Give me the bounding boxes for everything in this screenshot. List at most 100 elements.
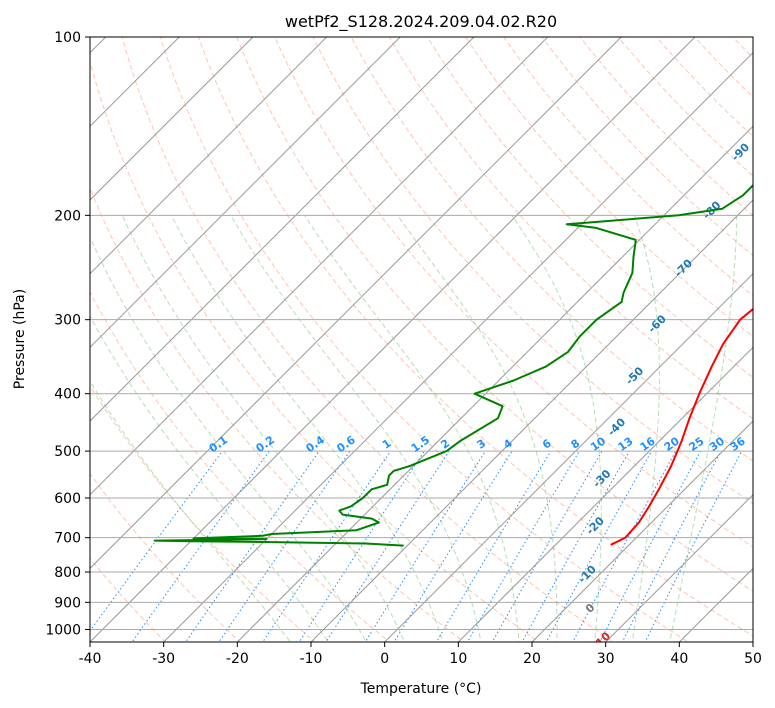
isotherm-line	[604, 493, 753, 642]
y-tick-label: 200	[54, 208, 81, 224]
dry-adiabat-line	[426, 37, 753, 378]
isotherm-line	[162, 51, 753, 642]
dry-adiabat-label: -60	[646, 312, 669, 335]
y-axis-label: Pressure (hPa)	[12, 289, 28, 389]
isotherm-line	[90, 37, 549, 496]
y-tick-label: 100	[54, 30, 81, 46]
isotherm-line	[90, 37, 696, 642]
y-tick-label: 700	[54, 531, 81, 547]
dry-adiabat-label: 10	[593, 629, 613, 649]
dry-adiabat-line	[121, 37, 615, 642]
mixing-ratio-line	[298, 450, 425, 642]
mixing-ratio-label: 3	[475, 437, 489, 452]
x-tick-label: -20	[226, 651, 249, 667]
dry-adiabat-line	[465, 37, 753, 337]
isotherm-line	[678, 567, 753, 642]
dry-adiabat-label: -30	[590, 467, 613, 490]
y-tick-label: 600	[54, 491, 81, 507]
sounding-traces	[153, 183, 753, 547]
dry-adiabat-line	[90, 384, 316, 642]
dry-adiabat-label: -20	[584, 514, 607, 537]
dry-adiabat-line	[90, 59, 540, 642]
mixing-ratio-line	[644, 450, 743, 642]
dry-adiabat-line	[198, 37, 753, 637]
x-tick-label: 0	[380, 651, 389, 667]
mixing-ratio-line	[364, 450, 486, 642]
moist-adiabat-line	[631, 215, 660, 642]
mixing-ratio-label: 0.4	[304, 433, 328, 455]
dry-adiabat-line	[90, 472, 241, 642]
dry-adiabat-label: 30	[621, 690, 641, 708]
mixing-ratio-line	[393, 450, 513, 642]
x-tick-label: -30	[152, 651, 175, 667]
y-tick-label: 800	[54, 565, 81, 581]
moist-adiabat-line	[170, 215, 444, 642]
dry-adiabat-line	[90, 186, 465, 642]
dry-adiabat-line	[732, 37, 753, 59]
temperature-trace	[610, 307, 753, 546]
x-tick-label: 50	[744, 651, 762, 667]
mixing-ratio-line	[185, 450, 320, 642]
moist-adiabat-line	[230, 215, 482, 642]
dry-adiabat-line	[771, 37, 775, 654]
isotherm-line	[383, 272, 753, 642]
y-tick-label: 900	[54, 595, 81, 611]
mixing-ratio-label: 0.1	[207, 433, 230, 455]
dry-adiabat-line	[90, 290, 391, 642]
dry-adiabat-label: -90	[729, 140, 752, 163]
dry-adiabat-label: -70	[672, 256, 695, 279]
isotherm-line	[236, 125, 753, 642]
isotherm-line	[90, 37, 475, 422]
isotherm-line	[457, 346, 753, 642]
moist-adiabat-line	[304, 215, 520, 642]
moist-adiabat-line	[90, 235, 367, 642]
mixing-ratio-line	[621, 450, 722, 642]
mixing-ratio-line	[545, 450, 653, 642]
mixing-ratio-line	[218, 450, 351, 642]
dry-adiabat-line	[579, 37, 753, 217]
moist-adiabat-line	[121, 215, 406, 642]
dry-adiabat-line	[388, 37, 753, 420]
dry-adiabat-line	[274, 37, 753, 548]
mixing-ratio-label: 1	[380, 437, 394, 452]
dry-adiabat-line	[503, 37, 753, 297]
x-axis-label: Temperature (°C)	[360, 681, 482, 697]
dry-adiabat-line	[617, 37, 753, 177]
mixing-ratio-line	[466, 450, 580, 642]
dry-adiabat-line	[656, 37, 753, 138]
mixing-ratio-line	[599, 450, 701, 642]
dry-adiabat-label: -10	[576, 562, 599, 585]
isotherm-line	[90, 37, 328, 275]
dry-adiabat-line	[312, 37, 753, 505]
plot-frame	[89, 36, 754, 643]
x-tick-label: 20	[523, 651, 541, 667]
y-tick-label: 300	[54, 313, 81, 329]
dry-adiabat-label: 0	[583, 601, 598, 616]
moist-adiabat-line	[669, 215, 738, 642]
mixing-ratio-line	[435, 450, 552, 642]
isotherm-line	[90, 37, 623, 570]
isotherm-line	[90, 37, 402, 349]
dry-adiabat-line	[236, 37, 753, 592]
moist-adiabat-line	[90, 314, 329, 642]
x-tick-label: 10	[449, 651, 467, 667]
mixing-ratio-label: 0.2	[254, 433, 277, 455]
chart-title: wetPf2_S128.2024.209.04.02.R20	[285, 12, 557, 32]
isotherm-line	[531, 420, 753, 642]
y-axis-ticks: 100 200 300 400 500 600 700 800 900 1000	[45, 30, 90, 638]
dry-adiabat-line	[159, 37, 690, 642]
x-tick-label: 40	[670, 651, 688, 667]
moist-adiabat-line	[511, 215, 602, 642]
x-axis-ticks: -40 -30 -20 -10 0 10 20 30 40 50	[79, 642, 762, 667]
mixing-ratio-line	[491, 450, 603, 642]
x-tick-label: 30	[597, 651, 615, 667]
isotherm-line	[90, 37, 181, 128]
y-tick-label: 400	[54, 387, 81, 403]
isotherm-line	[90, 37, 254, 201]
dewpoint-trace	[153, 183, 753, 547]
isotherm-line	[310, 199, 753, 642]
dry-adiabat-label: -100	[764, 77, 775, 106]
isotherm-line	[752, 641, 753, 642]
mixing-ratio-line	[325, 450, 450, 642]
